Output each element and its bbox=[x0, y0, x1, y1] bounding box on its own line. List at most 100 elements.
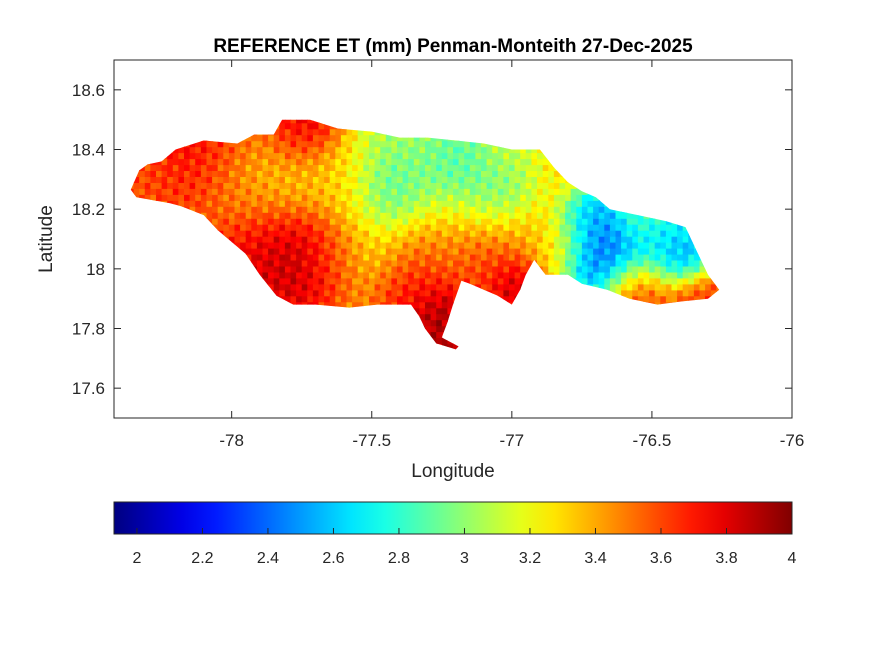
heatmap-cell bbox=[206, 170, 213, 177]
heatmap-cell bbox=[430, 140, 437, 148]
heatmap-cell bbox=[262, 164, 269, 171]
heatmap-cell bbox=[374, 295, 381, 303]
heatmap-cell bbox=[206, 194, 213, 201]
heatmap-cell bbox=[251, 236, 258, 243]
heatmap-cell bbox=[374, 182, 381, 189]
heatmap-cell bbox=[251, 164, 258, 171]
heatmap-cell bbox=[312, 277, 320, 285]
heatmap-cell bbox=[346, 152, 353, 160]
heatmap-cell bbox=[184, 188, 191, 195]
heatmap-cell bbox=[256, 182, 264, 189]
heatmap-cell bbox=[464, 182, 471, 189]
heatmap-cell bbox=[649, 283, 656, 291]
heatmap-cell bbox=[284, 265, 292, 273]
heatmap-cell bbox=[161, 194, 168, 201]
heatmap-cell bbox=[346, 242, 353, 249]
heatmap-cell bbox=[206, 152, 213, 160]
heatmap-cell bbox=[380, 176, 387, 183]
heatmap-cell bbox=[279, 188, 286, 195]
heatmap-cell bbox=[245, 212, 252, 219]
heatmap-cell bbox=[637, 289, 645, 297]
heatmap-cell bbox=[693, 253, 701, 261]
heatmap-cell bbox=[245, 248, 252, 255]
heatmap-cell bbox=[397, 277, 404, 285]
heatmap-cell bbox=[318, 146, 325, 154]
heatmap-cell bbox=[200, 152, 208, 160]
heatmap-cell bbox=[693, 283, 701, 291]
heatmap-cell bbox=[441, 242, 448, 249]
heatmap-cell bbox=[475, 259, 482, 267]
heatmap-cell bbox=[223, 194, 230, 201]
heatmap-cell bbox=[374, 152, 381, 160]
heatmap-cell bbox=[441, 236, 448, 243]
heatmap-cell bbox=[329, 277, 336, 285]
heatmap-cell bbox=[503, 212, 510, 219]
heatmap-cell bbox=[402, 283, 409, 291]
heatmap-cell bbox=[206, 212, 213, 219]
heatmap-cell bbox=[256, 152, 264, 160]
heatmap-cell bbox=[279, 259, 286, 267]
heatmap-cell bbox=[369, 289, 376, 297]
heatmap-cell bbox=[335, 230, 342, 237]
heatmap-cell bbox=[217, 170, 224, 177]
colorbar-tick-label: 4 bbox=[788, 550, 797, 567]
heatmap-cell bbox=[447, 164, 454, 171]
heatmap-cell bbox=[565, 259, 572, 267]
heatmap-cell bbox=[497, 224, 504, 231]
heatmap-cell bbox=[380, 218, 387, 225]
heatmap-cell bbox=[234, 170, 241, 177]
heatmap-cell bbox=[256, 253, 264, 261]
heatmap-cell bbox=[408, 224, 415, 231]
heatmap-cell bbox=[671, 242, 678, 249]
heatmap-cell bbox=[604, 253, 611, 261]
heatmap-cell bbox=[660, 224, 667, 231]
heatmap-cell bbox=[548, 164, 555, 171]
heatmap-cell bbox=[262, 248, 269, 255]
heatmap-cell bbox=[380, 277, 387, 285]
heatmap-cell bbox=[408, 146, 415, 154]
heatmap-cell bbox=[307, 152, 314, 160]
heatmap-cell bbox=[312, 122, 320, 130]
heatmap-cell bbox=[234, 140, 241, 148]
heatmap-cell bbox=[413, 265, 420, 273]
heatmap-cell bbox=[520, 265, 527, 273]
heatmap-cell bbox=[324, 194, 331, 201]
heatmap-cell bbox=[262, 218, 269, 225]
heatmap-cell bbox=[290, 128, 297, 136]
heatmap-cell bbox=[514, 242, 521, 249]
heatmap-cell bbox=[262, 182, 269, 189]
heatmap-cell bbox=[509, 152, 516, 160]
heatmap-cell bbox=[609, 212, 617, 219]
heatmap-cell bbox=[139, 176, 146, 183]
heatmap-cell bbox=[531, 158, 538, 166]
heatmap-cell bbox=[598, 253, 605, 261]
heatmap-cell bbox=[447, 265, 454, 273]
heatmap-cell bbox=[497, 188, 504, 195]
heatmap-cell bbox=[441, 295, 448, 303]
heatmap-cell bbox=[710, 289, 717, 297]
heatmap-cell bbox=[458, 253, 465, 261]
heatmap-cell bbox=[548, 212, 555, 219]
heatmap-cell bbox=[402, 295, 409, 303]
x-axis-label: Longitude bbox=[411, 461, 494, 482]
heatmap-cell bbox=[329, 170, 336, 177]
heatmap-cell bbox=[682, 236, 689, 243]
heatmap-cell bbox=[324, 295, 331, 303]
heatmap-cell bbox=[464, 277, 471, 285]
heatmap-cell bbox=[335, 158, 342, 166]
heatmap-cell bbox=[217, 188, 224, 195]
heatmap-cell bbox=[402, 140, 409, 148]
heatmap-cell bbox=[340, 170, 348, 177]
heatmap-cell bbox=[324, 164, 331, 171]
heatmap-cell bbox=[441, 176, 448, 183]
heatmap-cell bbox=[413, 242, 420, 249]
heatmap-cell bbox=[161, 158, 168, 166]
x-tick-label: -77.5 bbox=[352, 431, 391, 450]
heatmap-cell bbox=[329, 236, 336, 243]
heatmap-cell bbox=[565, 212, 572, 219]
heatmap-cell bbox=[705, 283, 712, 291]
heatmap-cell bbox=[436, 152, 443, 160]
heatmap-cell bbox=[458, 170, 465, 177]
heatmap-cell bbox=[430, 283, 437, 291]
heatmap-cell bbox=[228, 188, 236, 195]
